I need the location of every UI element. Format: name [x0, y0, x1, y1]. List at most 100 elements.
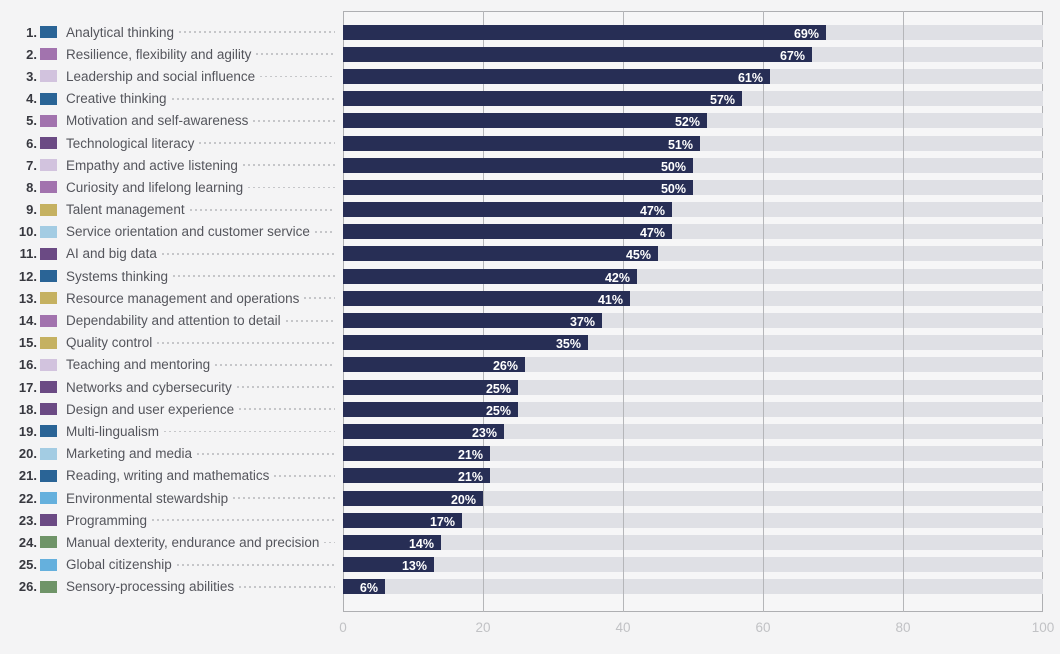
- rank-label: 18.: [18, 401, 37, 417]
- bar-cell: 41%: [343, 290, 1043, 307]
- skill-label: Design and user experience: [66, 401, 235, 417]
- rank-label: 25.: [18, 557, 37, 573]
- category-swatch-icon: [40, 70, 57, 83]
- category-swatch-icon: [40, 536, 57, 549]
- row-label-cell: 10. Service orientation and customer ser…: [0, 224, 343, 239]
- chart-row: 2. Resilience, flexibility and agility 6…: [0, 43, 1060, 65]
- category-swatch-icon: [40, 26, 57, 39]
- bar: 14%: [343, 534, 441, 551]
- bar-value-label: 23%: [471, 425, 497, 440]
- bar-value-label: 17%: [429, 514, 455, 529]
- bar: 52%: [343, 113, 707, 129]
- category-swatch-icon: [40, 203, 57, 216]
- dotted-leader: [189, 208, 335, 211]
- dotted-leader: [260, 75, 335, 78]
- bar: 50%: [343, 157, 693, 174]
- bar-cell: 17%: [343, 512, 1043, 529]
- bar: 50%: [343, 179, 693, 196]
- chart-row: 23. Programming 17%: [0, 509, 1060, 531]
- category-swatch-icon: [40, 247, 57, 260]
- rank-label: 24.: [18, 534, 37, 550]
- bar-track: [343, 512, 1043, 528]
- bar-value-label: 67%: [779, 48, 805, 63]
- chart-row: 22. Environmental stewardship 20%: [0, 487, 1060, 509]
- bar-value-label: 47%: [639, 226, 665, 241]
- rank-label: 8.: [26, 179, 37, 195]
- bar-value-label: 57%: [709, 93, 735, 108]
- bar-cell: 51%: [343, 135, 1043, 152]
- bar-cell: 20%: [343, 490, 1043, 507]
- bar: 37%: [343, 313, 602, 330]
- bar: 41%: [343, 290, 630, 307]
- bar-cell: 52%: [343, 113, 1043, 129]
- chart-row: 14. Dependability and attention to detai…: [0, 309, 1060, 331]
- skill-label: Environmental stewardship: [66, 490, 229, 506]
- bar-value-label: 47%: [639, 204, 665, 219]
- bar-cell: 61%: [343, 68, 1043, 85]
- x-axis-tick-label: 40: [615, 620, 631, 635]
- chart-row: 19. Multi-lingualism 23%: [0, 420, 1060, 442]
- bar: 35%: [343, 335, 588, 352]
- row-label-cell: 22. Environmental stewardship: [0, 491, 343, 506]
- bar-value-label: 25%: [485, 403, 511, 418]
- dotted-leader: [171, 97, 335, 100]
- chart-row: 7. Empathy and active listening 50%: [0, 154, 1060, 176]
- rank-label: 9.: [26, 202, 37, 218]
- bar: 45%: [343, 246, 658, 263]
- bar-value-label: 37%: [569, 315, 595, 330]
- row-label-cell: 8. Curiosity and lifelong learning: [0, 180, 343, 195]
- bar-value-label: 35%: [555, 337, 581, 352]
- chart-row: 1. Analytical thinking 69%: [0, 21, 1060, 43]
- dotted-leader: [173, 275, 335, 278]
- category-swatch-icon: [40, 469, 57, 482]
- row-label-cell: 17. Networks and cybersecurity: [0, 380, 343, 395]
- bar: 25%: [343, 379, 518, 396]
- chart-row: 17. Networks and cybersecurity 25%: [0, 376, 1060, 398]
- chart-row: 6. Technological literacy 51%: [0, 132, 1060, 154]
- dotted-leader: [242, 164, 335, 167]
- chart-row: 24. Manual dexterity, endurance and prec…: [0, 531, 1060, 553]
- skill-label: Resilience, flexibility and agility: [66, 46, 252, 62]
- bar-cell: 26%: [343, 357, 1043, 374]
- chart-row: 25. Global citizenship 13%: [0, 554, 1060, 576]
- rank-label: 7.: [26, 157, 37, 173]
- row-label-cell: 9. Talent management: [0, 202, 343, 217]
- bar-value-label: 21%: [457, 470, 483, 485]
- bar-cell: 57%: [343, 91, 1043, 108]
- category-swatch-icon: [40, 514, 57, 527]
- dotted-leader: [197, 452, 335, 455]
- category-swatch-icon: [40, 425, 57, 438]
- dotted-leader: [179, 31, 335, 34]
- bar-cell: 25%: [343, 379, 1043, 396]
- skill-label: Talent management: [66, 202, 185, 218]
- bar-value-label: 61%: [737, 70, 763, 85]
- chart-row: 9. Talent management 47%: [0, 199, 1060, 221]
- rank-label: 14.: [18, 313, 37, 329]
- skill-label: Creative thinking: [66, 91, 167, 107]
- rank-label: 4.: [26, 91, 37, 107]
- bar-value-label: 26%: [492, 359, 518, 374]
- bar-cell: 45%: [343, 246, 1043, 263]
- chart-row: 11. AI and big data 45%: [0, 243, 1060, 265]
- bar-value-label: 45%: [625, 248, 651, 263]
- bar: 67%: [343, 46, 812, 63]
- rank-label: 22.: [18, 490, 37, 506]
- rank-label: 19.: [18, 423, 37, 439]
- rank-label: 21.: [18, 468, 37, 484]
- bar: 25%: [343, 401, 518, 418]
- rank-label: 2.: [26, 46, 37, 62]
- bar-cell: 69%: [343, 24, 1043, 41]
- chart-row: 15. Quality control 35%: [0, 332, 1060, 354]
- category-swatch-icon: [40, 336, 57, 349]
- dotted-leader: [215, 363, 335, 366]
- skill-label: Programming: [66, 512, 148, 528]
- skill-label: Manual dexterity, endurance and precisio…: [66, 534, 320, 550]
- dotted-leader: [239, 585, 335, 588]
- rank-label: 23.: [18, 512, 37, 528]
- skill-label: Multi-lingualism: [66, 423, 160, 439]
- chart-row: 13. Resource management and operations 4…: [0, 287, 1060, 309]
- skill-label: Reading, writing and mathematics: [66, 468, 270, 484]
- category-swatch-icon: [40, 181, 57, 194]
- bar: 47%: [343, 224, 672, 241]
- bar: 61%: [343, 68, 770, 85]
